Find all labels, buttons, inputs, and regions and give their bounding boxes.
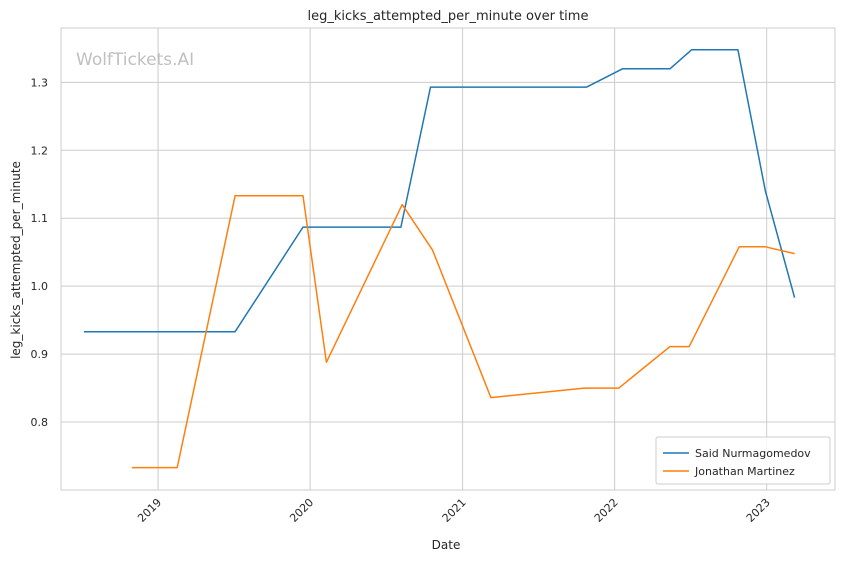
series-line-1 [131, 195, 795, 469]
legend-label: Jonathan Martinez [694, 465, 795, 478]
legend-label: Said Nurmagomedov [695, 447, 811, 460]
y-gridlines [61, 81, 835, 423]
chart-title: leg_kicks_attempted_per_minute over time [308, 9, 589, 24]
legend-box [655, 436, 831, 485]
y-tick-label: 1.3 [31, 76, 49, 89]
watermark: WolfTickets.AI [76, 50, 194, 70]
plot-frame [60, 27, 836, 491]
x-tick-labels: 2019 2020 2021 2022 2023 [135, 496, 773, 525]
x-tick-label: 2019 [135, 496, 164, 525]
y-tick-labels: 0.8 0.9 1.0 1.1 1.2 1.3 [31, 76, 49, 429]
series-layer [83, 48, 796, 469]
plot-area [61, 28, 835, 490]
x-tick-label: 2023 [744, 496, 773, 525]
x-gridlines [157, 28, 768, 490]
y-tick-label: 1.1 [31, 212, 49, 225]
y-tick-label: 0.8 [31, 416, 49, 429]
y-tick-label: 0.9 [31, 348, 49, 361]
y-tick-label: 1.2 [31, 144, 49, 157]
x-tick-label: 2021 [440, 496, 469, 525]
x-axis-label: Date [432, 538, 461, 552]
y-axis-label: leg_kicks_attempted_per_minute [9, 161, 23, 359]
x-tick-label: 2020 [287, 496, 316, 525]
series-line-0 [83, 48, 796, 333]
legend: Said Nurmagomedov Jonathan Martinez [655, 436, 831, 485]
y-tick-label: 1.0 [31, 280, 49, 293]
x-tick-label: 2022 [592, 496, 621, 525]
